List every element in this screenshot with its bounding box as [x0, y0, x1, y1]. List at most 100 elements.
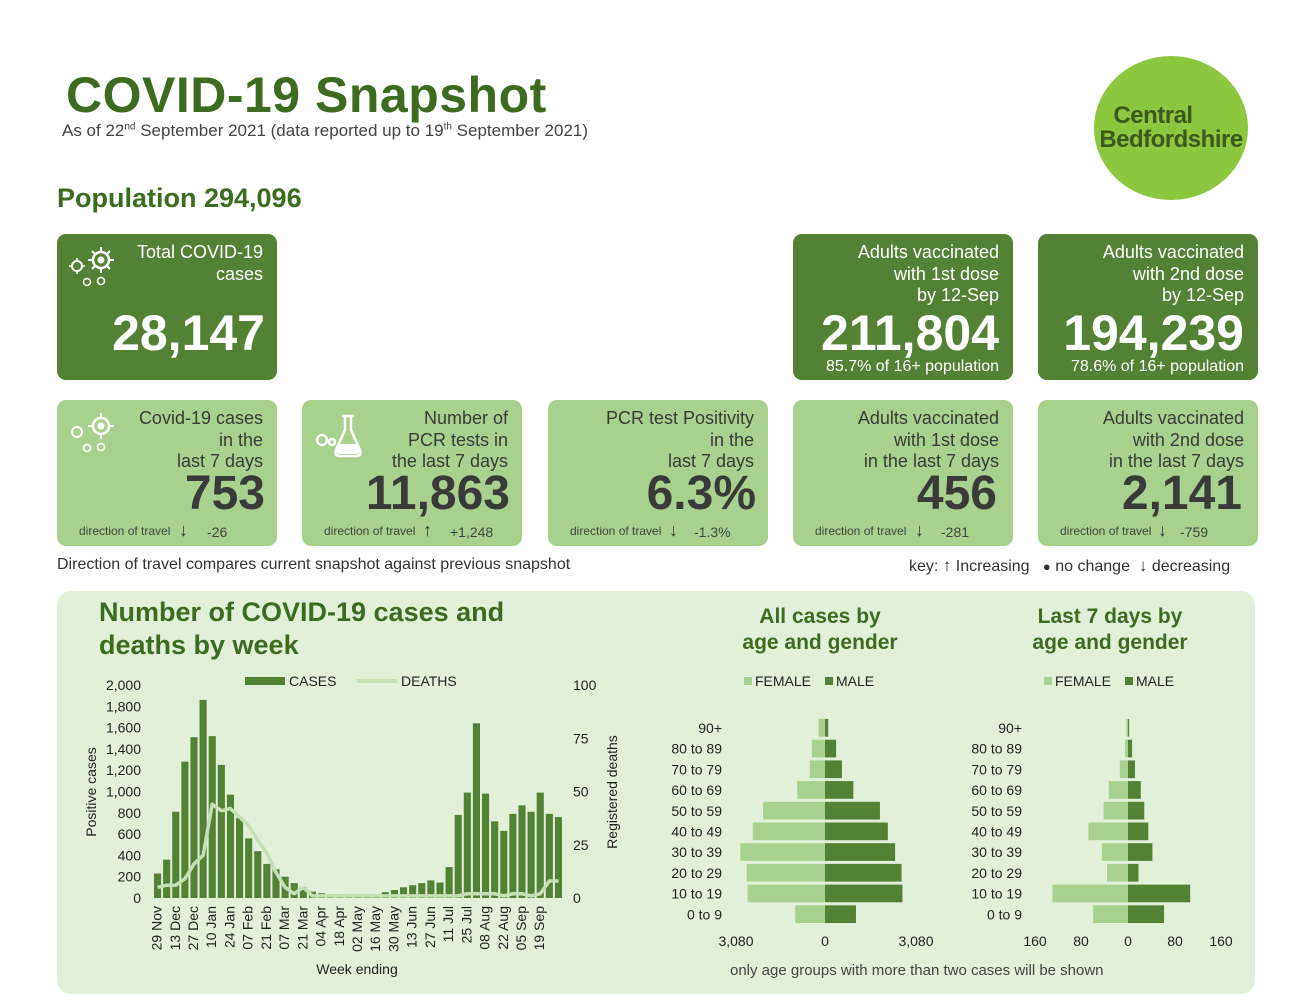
male-bar — [1128, 822, 1149, 841]
female-bar — [1101, 843, 1128, 861]
charts-panel — [57, 591, 1255, 994]
x-tick-label: 19 Sep — [531, 906, 547, 951]
x-tick-label: 21 Mar — [294, 906, 310, 950]
cases-bar — [245, 838, 253, 898]
virus-icon — [69, 247, 114, 287]
y2-tick-label: 50 — [573, 784, 589, 800]
page-title: COVID-19 Snapshot — [66, 67, 547, 123]
male-bar — [1128, 760, 1135, 779]
card-percent: 78.6% of 16+ population — [1070, 358, 1244, 375]
cases-bar — [427, 880, 435, 898]
x-tick-label: 22 Aug — [495, 906, 511, 950]
cases-bar — [190, 737, 198, 898]
cases-bar — [172, 811, 180, 898]
card-label: PCR test Positivity in the last 7 days — [605, 408, 754, 471]
cases-bar — [236, 818, 244, 898]
x-tick-label: 05 Sep — [513, 906, 529, 951]
y-tick-label: 800 — [118, 805, 142, 821]
female-bar — [1107, 863, 1128, 882]
male-bar — [1128, 739, 1133, 758]
age-group-label: 10 to 19 — [971, 886, 1022, 902]
x-tick-label: 02 May — [349, 906, 365, 952]
x-tick-label: 29 Nov — [149, 906, 165, 950]
weekly-chart-title: Number of COVID-19 cases and deaths by w… — [99, 597, 505, 660]
x-tick-label: 160 — [1023, 933, 1047, 949]
female-bar — [795, 905, 825, 923]
direction-value: -26 — [207, 524, 228, 540]
legend-swatch-male — [1125, 677, 1133, 685]
arrow-up-icon: ↑ — [942, 556, 952, 575]
x-tick-label: 13 Dec — [167, 906, 183, 950]
male-bar — [1128, 781, 1141, 799]
legend-swatch-male — [825, 677, 833, 685]
cases-bar — [272, 869, 280, 898]
card-value: 456 — [916, 467, 997, 520]
card-value: 11,863 — [365, 467, 510, 520]
female-bar — [1052, 884, 1128, 903]
age-group-label: 90+ — [698, 720, 722, 736]
population-heading: Population 294,096 — [57, 183, 302, 213]
y-axis-label: Positive cases — [83, 747, 99, 836]
card-label: Covid-19 cases in the last 7 days — [138, 408, 263, 471]
all-cases-pyramid-title: All cases by age and gender — [742, 605, 898, 654]
male-bar — [1128, 801, 1145, 820]
x-tick-label: 10 Jan — [203, 906, 219, 948]
card-value: 211,804 — [821, 305, 999, 361]
female-bar — [811, 739, 825, 758]
female-bar — [746, 863, 825, 882]
cases-bar — [390, 890, 398, 898]
direction-value: -1.3% — [694, 524, 731, 540]
last7-pyramid-title: Last 7 days by age and gender — [1032, 605, 1188, 654]
legend-swatch-female — [744, 677, 752, 685]
cases-bar — [299, 887, 307, 898]
age-group-label: 20 to 29 — [971, 865, 1022, 881]
x-tick-label: 24 Jan — [221, 906, 237, 948]
y-tick-label: 1,400 — [106, 741, 141, 757]
legend-label-male: MALE — [836, 673, 874, 689]
cases-bar — [400, 887, 408, 898]
y2-tick-label: 75 — [573, 730, 589, 746]
x-tick-label: 80 — [1167, 933, 1183, 949]
age-group-label: 30 to 39 — [671, 844, 722, 860]
direction-label: direction of travel — [79, 524, 171, 538]
card-label: Adults vaccinated with 2nd dose by 12-Se… — [1102, 242, 1244, 305]
second-dose-7days-card: Adults vaccinated with 2nd dose in the l… — [1038, 400, 1258, 546]
female-bar — [797, 781, 825, 799]
cases-bar — [263, 863, 271, 898]
cases-bar — [491, 821, 499, 898]
age-group-label: 80 to 89 — [671, 741, 722, 757]
cases-bar — [409, 885, 417, 898]
legend-swatch-deaths — [357, 679, 397, 683]
male-bar — [825, 719, 829, 737]
cases-bar — [208, 736, 216, 898]
cases-bar — [436, 882, 444, 898]
x-tick-label: 18 Apr — [331, 906, 347, 947]
female-bar — [1119, 760, 1128, 779]
y-tick-label: 1,800 — [106, 698, 141, 714]
cases-bar — [217, 764, 225, 898]
female-bar — [1093, 905, 1128, 923]
cases-bar — [509, 813, 517, 898]
male-bar — [825, 760, 842, 779]
x-tick-label: 16 May — [367, 906, 383, 952]
card-value: 2,141 — [1121, 467, 1242, 520]
x-axis-label: Week ending — [316, 961, 397, 977]
card-value: 28,147 — [112, 305, 265, 361]
deaths-line — [157, 802, 559, 898]
y2-axis-label: Registered deaths — [604, 735, 620, 849]
y2-tick-label: 0 — [573, 890, 581, 906]
male-bar — [1128, 843, 1153, 861]
cases-bar — [472, 723, 480, 898]
female-bar — [1088, 822, 1128, 841]
x-tick-label: 07 Feb — [240, 906, 256, 950]
cases-bar — [454, 814, 462, 898]
x-tick-label: 04 Apr — [313, 906, 329, 947]
age-group-label: 40 to 49 — [671, 824, 722, 840]
pcr-tests-7days-card: Number of PCR tests in the last 7 days 1… — [302, 400, 522, 546]
cases-bar — [482, 793, 490, 898]
card-value: 194,239 — [1063, 305, 1244, 361]
y-tick-label: 200 — [118, 869, 142, 885]
cases-bar — [536, 792, 544, 898]
male-bar — [1128, 863, 1139, 882]
